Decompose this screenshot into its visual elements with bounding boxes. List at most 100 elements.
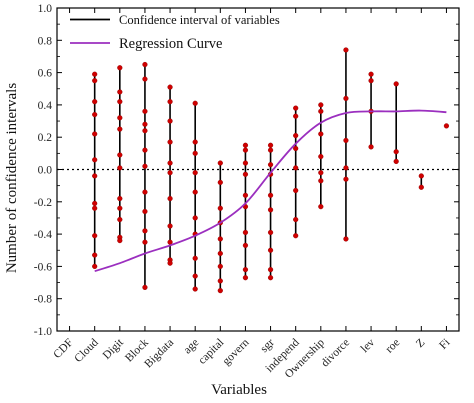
interval-point [242,229,249,236]
interval-point [142,76,148,82]
interval-point [117,205,123,211]
interval-point [318,102,324,108]
y-tick-label: 0.2 [38,132,53,144]
interval-point [117,216,123,223]
interval-point [443,123,450,129]
interval-point [242,275,249,281]
interval-point [92,205,98,211]
y-axis-title: Number of confidence intervals [4,83,20,274]
interval-point [217,236,223,242]
interval-point [318,178,324,184]
interval-point [318,204,324,210]
x-tick-label: lev [359,336,378,355]
interval-point [92,157,98,163]
interval-point [167,84,173,90]
interval-point [192,215,198,221]
interval-point [192,150,198,156]
interval-point [92,173,98,179]
interval-point [142,108,148,114]
y-tick-label: -0.8 [34,294,52,306]
interval-point [318,131,324,137]
interval-point [92,78,98,84]
interval-point [117,115,123,121]
interval-point [267,192,274,198]
interval-point [117,152,123,158]
interval-point [293,216,299,223]
interval-point [368,78,374,84]
interval-point [217,278,223,284]
interval-point [267,162,274,168]
interval-point [142,61,148,68]
y-tick-label: 0.0 [38,165,53,177]
interval-point [242,147,249,153]
y-tick-label: 0.6 [38,68,53,80]
interval-point [267,275,274,281]
x-tick-label: Cloud [72,336,101,365]
interval-point [192,100,198,106]
interval-point [393,149,399,155]
interval-point [343,95,349,102]
interval-point [293,113,299,119]
x-tick-label: Digit [101,336,127,362]
interval-point [117,89,123,95]
interval-point [242,242,249,249]
interval-point [418,173,424,179]
interval-point [242,160,249,166]
interval-points [92,47,450,294]
interval-point [267,229,274,236]
interval-point [167,139,173,145]
interval-point [192,286,198,292]
interval-point [142,128,148,134]
interval-point [92,99,98,105]
interval-point [92,233,98,239]
interval-point [192,139,198,145]
x-tick-label: sgr [258,337,277,356]
x-axis-title: Variables [211,382,267,398]
interval-point [267,267,274,273]
interval-point [167,99,173,105]
x-tick-label: govern [220,336,251,367]
interval-point [293,233,299,239]
legend: Confidence interval of variables Regress… [70,13,280,52]
interval-point [142,121,148,127]
interval-point [217,250,223,257]
interval-point [167,260,173,266]
interval-point [167,195,173,202]
interval-point [293,165,299,171]
interval-point [117,237,123,244]
y-tick-label: -1.0 [34,326,52,338]
y-tick-labels: -1.0 -0.8 -0.6 -0.4 -0.2 0.0 0.2 0.4 0.6 0.8 1.0 [34,3,52,338]
interval-point [343,137,349,144]
interval-point [393,81,399,87]
interval-point [267,247,274,253]
interval-point [117,65,123,71]
interval-point [293,105,299,111]
interval-point [343,165,349,171]
interval-point [318,170,324,176]
interval-point [293,187,299,194]
interval-point [343,47,349,53]
interval-point [92,200,98,207]
interval-point [192,170,198,176]
x-tick-label: age [182,337,202,357]
interval-point [293,132,299,139]
interval-point [318,108,324,114]
interval-point [92,263,98,270]
interval-point [343,176,349,182]
interval-point [343,236,349,242]
x-tick-label: Fi [437,337,452,352]
interval-point [192,189,198,195]
interval-point [142,228,148,234]
interval-point [117,195,123,202]
interval-point [142,147,148,153]
interval-point [318,153,324,160]
interval-point [368,144,374,150]
interval-point [267,207,274,213]
interval-point [92,71,98,77]
interval-point [242,142,249,148]
interval-point [142,208,148,215]
interval-point [267,142,274,148]
